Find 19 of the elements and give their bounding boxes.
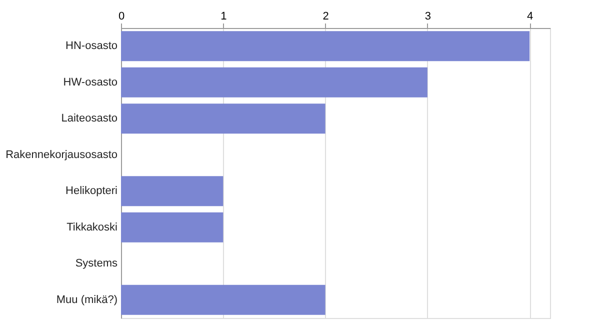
y-tick-label: HW-osasto [63, 76, 118, 88]
y-tick-label: HN-osasto [66, 40, 118, 52]
y-tick-label: Rakennekorjausosasto [6, 148, 118, 161]
bar [121, 212, 224, 242]
x-tick-label: 4 [527, 10, 534, 22]
x-tick-label: 1 [220, 10, 227, 22]
x-tick-label: 0 [118, 10, 125, 22]
y-tick-label: Laiteosasto [61, 112, 118, 125]
y-tick-label: Muu (mikä?) [56, 294, 118, 306]
x-tick-label: 2 [322, 10, 329, 22]
bar [121, 104, 326, 134]
bar [121, 284, 326, 315]
y-tick-label: Helikopteri [66, 185, 118, 198]
bar [121, 176, 224, 206]
bar [121, 31, 530, 62]
bar [121, 67, 428, 98]
y-tick-label: Systems [75, 258, 118, 270]
x-tick-label: 3 [424, 10, 431, 22]
y-tick-label: Tikkakoski [66, 221, 118, 234]
